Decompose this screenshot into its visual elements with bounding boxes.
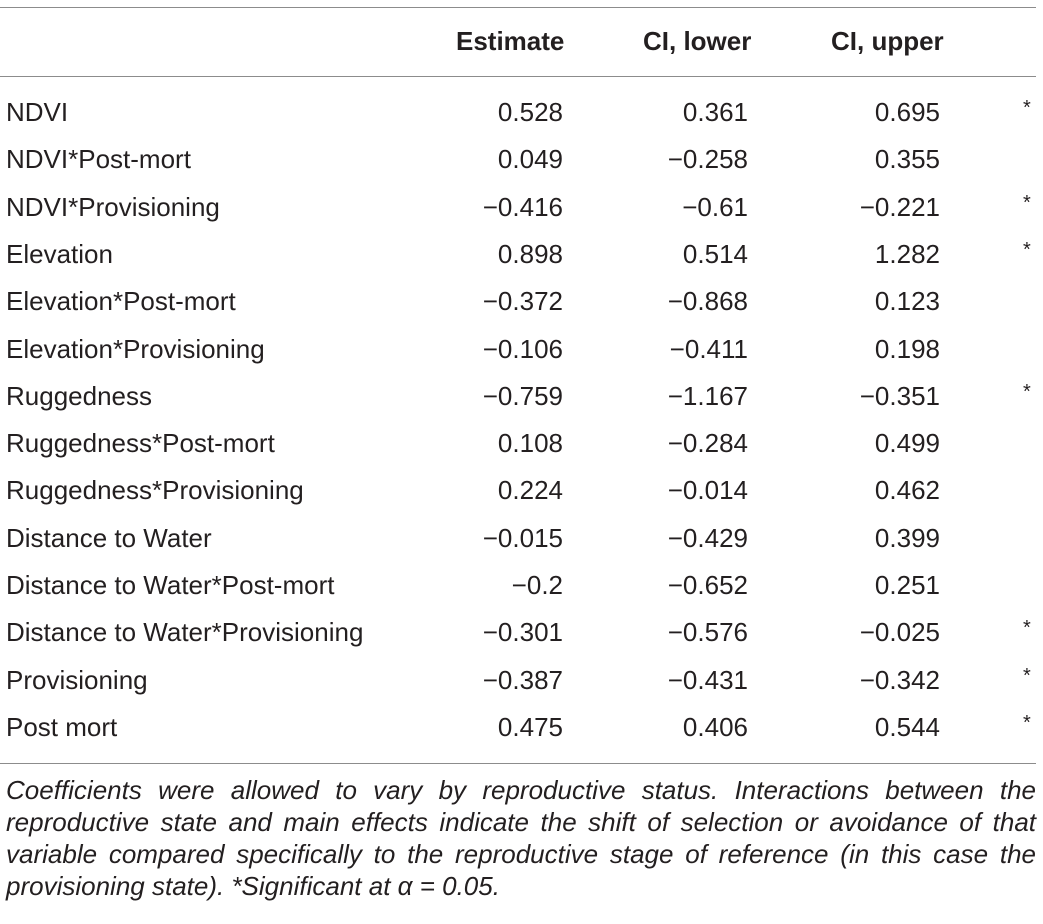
- row-ci-lower: −0.258: [667, 144, 748, 174]
- row-estimate: 0.224: [497, 475, 563, 505]
- row-label: NDVI*Provisioning: [6, 192, 220, 222]
- row-ci-upper: 0.462: [874, 475, 940, 505]
- row-ci-lower: −0.652: [667, 570, 748, 600]
- row-estimate: 0.049: [497, 144, 563, 174]
- row-ci-upper: −0.221: [859, 192, 940, 222]
- row-estimate: 0.898: [497, 239, 563, 269]
- row-ci-upper: 0.355: [874, 144, 940, 174]
- row-label: Elevation*Provisioning: [6, 334, 265, 364]
- row-ci-upper: −0.351: [859, 381, 940, 411]
- row-estimate: −0.301: [482, 617, 563, 647]
- row-label: Distance to Water*Post-mort: [6, 570, 335, 600]
- row-ci-lower: 0.406: [682, 712, 748, 742]
- row-estimate: 0.528: [497, 97, 563, 127]
- row-ci-upper: 0.198: [874, 334, 940, 364]
- row-ci-upper: 0.544: [874, 712, 940, 742]
- row-ci-lower: −0.284: [667, 428, 748, 458]
- row-ci-upper: 0.399: [874, 523, 940, 553]
- row-label: Elevation: [6, 239, 113, 269]
- row-ci-lower: 0.514: [682, 239, 748, 269]
- row-ci-upper: 0.123: [874, 286, 940, 316]
- row-estimate: −0.2: [511, 570, 563, 600]
- row-significance-marker: *: [1023, 192, 1031, 214]
- row-estimate: −0.387: [482, 665, 563, 695]
- row-ci-upper: −0.025: [859, 617, 940, 647]
- row-ci-upper: 0.251: [874, 570, 940, 600]
- row-label: Distance to Water: [6, 523, 212, 553]
- row-ci-lower: −0.868: [667, 286, 748, 316]
- table-footnote: Coefficients were allowed to vary by rep…: [6, 775, 1036, 901]
- row-estimate: 0.475: [497, 712, 563, 742]
- header-ci-lower: CI, lower: [643, 26, 752, 56]
- row-estimate: −0.106: [482, 334, 563, 364]
- row-label: Ruggedness*Provisioning: [6, 475, 304, 505]
- row-label: Ruggedness*Post-mort: [6, 428, 275, 458]
- row-estimate: −0.372: [482, 286, 563, 316]
- row-estimate: −0.416: [482, 192, 563, 222]
- table-top-rule: [0, 7, 1036, 8]
- row-label: Post mort: [6, 712, 118, 742]
- row-label: NDVI*Post-mort: [6, 144, 191, 174]
- row-ci-lower: −0.431: [667, 665, 748, 695]
- row-significance-marker: *: [1023, 712, 1031, 734]
- row-significance-marker: *: [1023, 381, 1031, 403]
- row-ci-lower: −1.167: [667, 381, 748, 411]
- row-significance-marker: *: [1023, 97, 1031, 119]
- row-estimate: 0.108: [497, 428, 563, 458]
- row-label: Provisioning: [6, 665, 148, 695]
- row-significance-marker: *: [1023, 239, 1031, 261]
- row-label: Distance to Water*Provisioning: [6, 617, 364, 647]
- row-label: NDVI: [6, 97, 69, 127]
- row-ci-lower: −0.576: [667, 617, 748, 647]
- row-estimate: −0.759: [482, 381, 563, 411]
- row-significance-marker: *: [1023, 665, 1031, 687]
- row-ci-upper: 0.499: [874, 428, 940, 458]
- row-ci-lower: −0.429: [667, 523, 748, 553]
- row-ci-upper: −0.342: [859, 665, 940, 695]
- row-ci-lower: −0.411: [669, 334, 748, 364]
- table-bottom-rule: [0, 763, 1036, 764]
- row-ci-upper: 1.282: [874, 239, 940, 269]
- row-ci-lower: −0.61: [682, 192, 748, 222]
- row-significance-marker: *: [1023, 617, 1031, 639]
- row-estimate: −0.015: [482, 523, 563, 553]
- row-ci-lower: −0.014: [667, 475, 748, 505]
- header-rule: [0, 76, 1036, 77]
- header-estimate: Estimate: [456, 26, 565, 56]
- row-label: Ruggedness: [6, 381, 152, 411]
- row-label: Elevation*Post-mort: [6, 286, 236, 316]
- row-ci-lower: 0.361: [682, 97, 748, 127]
- row-ci-upper: 0.695: [874, 97, 940, 127]
- header-ci-upper: CI, upper: [831, 26, 944, 56]
